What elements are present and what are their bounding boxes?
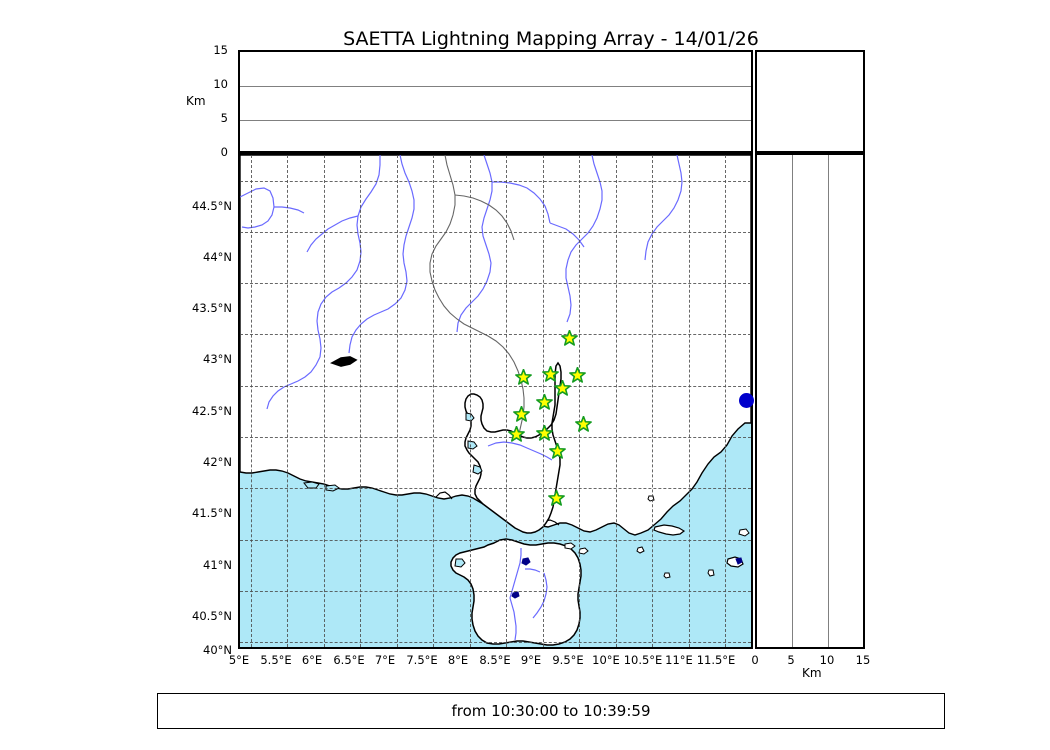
lake-geneva bbox=[330, 356, 358, 367]
map-ytick-43N: 43°N bbox=[203, 352, 232, 366]
corsica-river bbox=[487, 441, 553, 461]
sardinia-lake-1 bbox=[521, 557, 531, 566]
top-ytick-10: 10 bbox=[213, 77, 228, 91]
station-marker bbox=[535, 424, 553, 442]
map-ytick-43.5N: 43.5°N bbox=[192, 301, 232, 315]
top-ytick-15: 15 bbox=[213, 43, 228, 57]
map-xtick-6E: 6°E bbox=[301, 653, 323, 667]
station-marker bbox=[549, 442, 566, 460]
sardinia-northeast-detail bbox=[564, 542, 576, 550]
elba-island bbox=[653, 524, 686, 536]
station-marker bbox=[514, 368, 532, 386]
capraia-island bbox=[636, 546, 645, 554]
map-ytick-42N: 42°N bbox=[203, 455, 232, 469]
map-ytick-40.5N: 40.5°N bbox=[192, 609, 232, 623]
map-gridline-lon-5.5 bbox=[287, 155, 288, 647]
map-gridline-lon-9.5 bbox=[579, 155, 580, 647]
map-xtick-7.5E: 7.5°E bbox=[406, 653, 438, 667]
map-xtick-9E: 9°E bbox=[520, 653, 542, 667]
lagoon-detail bbox=[303, 481, 320, 489]
map-gridline-lon-8 bbox=[470, 155, 471, 647]
right-xtick-15: 15 bbox=[855, 653, 871, 667]
map-ytick-44N: 44°N bbox=[203, 250, 232, 264]
map-ytick-40N: 40°N bbox=[203, 643, 232, 657]
gridline-10km bbox=[240, 86, 751, 87]
station-marker bbox=[568, 366, 586, 384]
map-xtick-7E: 7°E bbox=[374, 653, 396, 667]
map-gridline-lat-42 bbox=[240, 437, 751, 438]
sardinia-lake-2 bbox=[511, 591, 520, 599]
map-gridline-lat-40 bbox=[240, 642, 751, 643]
map-xtick-10E: 10°E bbox=[592, 653, 620, 667]
map-xtick-5E: 5°E bbox=[228, 653, 250, 667]
giglio-island bbox=[738, 528, 750, 537]
map-xtick-11E: 11°E bbox=[665, 653, 693, 667]
map-gridline-lon-10 bbox=[616, 155, 617, 647]
corsica-west-coast-detail-3 bbox=[472, 464, 483, 475]
map-ytick-42.5N: 42.5°N bbox=[192, 404, 232, 418]
map-gridline-lon-11 bbox=[689, 155, 690, 647]
map-xtick-5.5E: 5.5°E bbox=[260, 653, 292, 667]
map-gridline-lon-11.5 bbox=[725, 155, 726, 647]
map-gridline-lon-5 bbox=[251, 155, 252, 647]
map-gridline-lon-6 bbox=[324, 155, 325, 647]
station-marker bbox=[541, 365, 559, 383]
map-gridline-lon-7 bbox=[397, 155, 398, 647]
map-xtick-9.5E: 9.5°E bbox=[552, 653, 584, 667]
right-gridline-10km bbox=[828, 155, 829, 647]
map-gridline-lat-42.5 bbox=[240, 386, 751, 387]
top-ytick-0: 0 bbox=[220, 145, 228, 159]
sardinia-west-gulf bbox=[454, 558, 466, 568]
map-ytick-41.5N: 41.5°N bbox=[192, 506, 232, 520]
map-gridline-lat-43.5 bbox=[240, 283, 751, 284]
map-gridline-lon-7.5 bbox=[433, 155, 434, 647]
map-ytick-44.5N: 44.5°N bbox=[192, 199, 232, 213]
map-gridline-lon-10.5 bbox=[652, 155, 653, 647]
marker-layer bbox=[240, 155, 751, 647]
sardinia-rivers bbox=[509, 548, 548, 641]
map-gridline-lat-43 bbox=[240, 334, 751, 335]
map-xtick-8.5E: 8.5°E bbox=[479, 653, 511, 667]
time-range-text: from 10:30:00 to 10:39:59 bbox=[451, 702, 651, 720]
pianosa-island bbox=[663, 572, 671, 579]
page-title: SAETTA Lightning Mapping Array - 14/01/2… bbox=[343, 28, 759, 50]
map-xtick-8E: 8°E bbox=[447, 653, 469, 667]
map-gridline-lat-41 bbox=[240, 540, 751, 541]
gridline-5km bbox=[240, 120, 751, 121]
right-panel-axis-label: Km bbox=[802, 666, 822, 680]
map-artwork bbox=[240, 155, 751, 647]
station-marker bbox=[535, 393, 553, 411]
map-gridline-lat-41.5 bbox=[240, 488, 751, 489]
station-marker bbox=[548, 489, 566, 507]
right-gridline-5km bbox=[792, 155, 793, 647]
map-ytick-41N: 41°N bbox=[203, 558, 232, 572]
map-gridline-lon-6.5 bbox=[360, 155, 361, 647]
map-gridline-lon-8.5 bbox=[506, 155, 507, 647]
map-gridline-lat-40.5 bbox=[240, 591, 751, 592]
map-xtick-6.5E: 6.5°E bbox=[333, 653, 365, 667]
corner-panel bbox=[755, 50, 865, 153]
right-xtick-5: 5 bbox=[787, 653, 795, 667]
station-marker bbox=[512, 405, 530, 423]
montecristo-island bbox=[707, 569, 715, 577]
right-xtick-0: 0 bbox=[751, 653, 759, 667]
top-ytick-5: 5 bbox=[220, 111, 228, 125]
map-gridline-lat-44.5 bbox=[240, 181, 751, 182]
height-vs-latitude-panel bbox=[755, 153, 865, 649]
station-marker bbox=[561, 329, 579, 347]
time-range-status-bar[interactable]: from 10:30:00 to 10:39:59 bbox=[157, 693, 945, 729]
map-gridline-lat-44 bbox=[240, 232, 751, 233]
orbetello-lagoon bbox=[735, 557, 743, 565]
top-panel-axis-label: Km bbox=[186, 94, 206, 108]
map-xtick-11.5E: 11.5°E bbox=[696, 653, 736, 667]
height-vs-longitude-panel bbox=[238, 50, 753, 153]
plan-view-map-panel[interactable] bbox=[238, 153, 753, 649]
map-xtick-10.5E: 10.5°E bbox=[623, 653, 663, 667]
station-marker bbox=[574, 415, 592, 433]
station-marker bbox=[554, 379, 572, 397]
source-dot-east-edge bbox=[738, 392, 754, 408]
right-xtick-10: 10 bbox=[819, 653, 835, 667]
station-marker bbox=[508, 426, 526, 443]
